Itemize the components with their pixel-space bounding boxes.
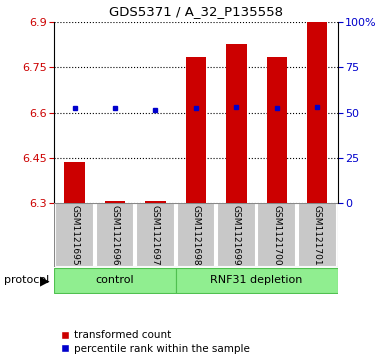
Text: GSM1121696: GSM1121696 bbox=[111, 205, 120, 265]
Bar bbox=[258, 203, 296, 267]
Bar bbox=[267, 57, 287, 203]
Title: GDS5371 / A_32_P135558: GDS5371 / A_32_P135558 bbox=[109, 5, 283, 18]
Bar bbox=[55, 203, 94, 267]
Bar bbox=[217, 203, 256, 267]
Text: GSM1121698: GSM1121698 bbox=[191, 205, 201, 265]
Bar bbox=[64, 163, 85, 203]
Bar bbox=[307, 22, 327, 203]
Text: protocol: protocol bbox=[4, 276, 49, 285]
Text: GSM1121701: GSM1121701 bbox=[313, 205, 322, 265]
Bar bbox=[54, 268, 176, 293]
Bar bbox=[177, 203, 215, 267]
Text: GSM1121699: GSM1121699 bbox=[232, 205, 241, 265]
Text: GSM1121695: GSM1121695 bbox=[70, 205, 79, 265]
Bar bbox=[298, 203, 337, 267]
Text: RNF31 depletion: RNF31 depletion bbox=[210, 275, 303, 285]
Text: control: control bbox=[96, 275, 134, 285]
Bar bbox=[176, 268, 338, 293]
Bar bbox=[186, 57, 206, 203]
Text: GSM1121697: GSM1121697 bbox=[151, 205, 160, 265]
Bar bbox=[105, 201, 125, 203]
Bar bbox=[226, 45, 246, 203]
Text: ▶: ▶ bbox=[40, 274, 49, 287]
Text: GSM1121700: GSM1121700 bbox=[272, 205, 281, 265]
Bar bbox=[136, 203, 175, 267]
Legend: transformed count, percentile rank within the sample: transformed count, percentile rank withi… bbox=[55, 326, 255, 358]
Bar bbox=[95, 203, 134, 267]
Bar bbox=[146, 201, 166, 203]
